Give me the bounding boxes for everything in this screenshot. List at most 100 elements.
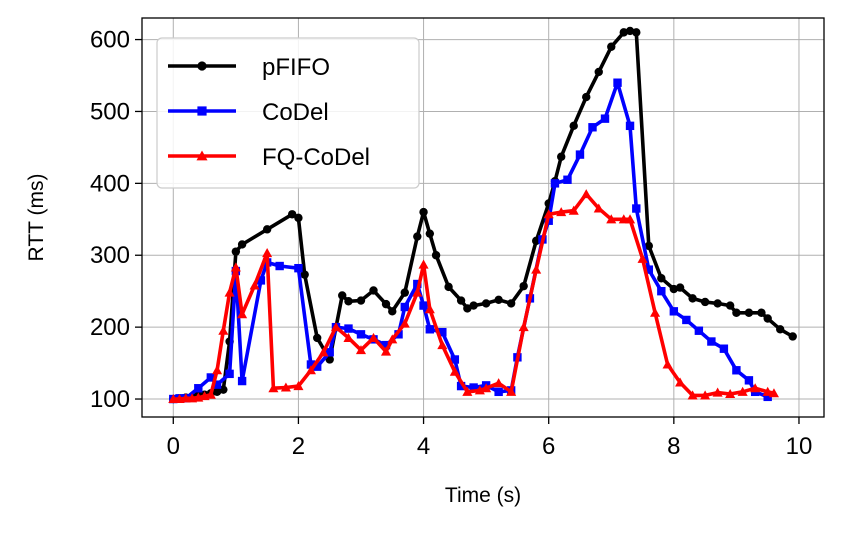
data-point-codel — [550, 179, 560, 188]
data-point-codel — [707, 337, 716, 346]
data-point-pfifo — [594, 67, 603, 77]
data-point-codel — [194, 384, 203, 393]
data-point-fq-codel — [437, 340, 448, 350]
data-point-codel — [312, 362, 322, 371]
data-point-codel — [600, 114, 610, 123]
data-point-pfifo — [419, 207, 428, 217]
data-point-pfifo — [294, 213, 303, 223]
data-point-pfifo — [312, 333, 322, 343]
data-point-codel — [644, 265, 654, 274]
x-tick-label: 6 — [542, 433, 555, 460]
data-point-fq-codel — [750, 383, 761, 393]
data-point-fq-codel — [230, 262, 241, 272]
data-point-fq-codel — [624, 214, 636, 224]
ticks: 0 2 4 6 8 10 100 200 300 400 500 600 — [90, 27, 812, 460]
data-point-fq-codel — [355, 345, 367, 355]
data-point-pfifo — [757, 308, 766, 317]
data-point-fq-codel — [412, 287, 423, 297]
data-point-codel — [632, 204, 641, 213]
data-point-fq-codel — [725, 388, 736, 399]
data-point-fq-codel — [318, 347, 329, 357]
legend-marker-fq-codel — [196, 150, 208, 161]
data-point-fq-codel — [637, 253, 648, 263]
data-point-fq-codel — [481, 383, 492, 393]
data-point-fq-codel — [343, 332, 354, 342]
data-point-pfifo — [657, 274, 666, 283]
data-point-pfifo — [700, 297, 710, 307]
data-point-pfifo — [388, 307, 397, 316]
legend-marker-codel — [197, 106, 207, 116]
data-point-fq-codel — [224, 287, 235, 297]
y-tick-label: 100 — [90, 386, 130, 413]
legend: pFIFO CoDel FQ-CoDel — [156, 37, 420, 189]
data-point-codel — [588, 123, 597, 132]
data-point-pfifo — [381, 299, 391, 309]
data-point-codel — [275, 261, 284, 271]
data-point-pfifo — [287, 210, 297, 219]
data-point-fq-codel — [280, 382, 291, 392]
data-point-codel — [344, 324, 353, 333]
data-point-fq-codel — [418, 259, 429, 269]
data-point-pfifo — [669, 284, 679, 294]
data-point-pfifo — [632, 28, 641, 37]
data-point-pfifo — [788, 332, 797, 341]
data-point-pfifo — [763, 314, 772, 323]
data-point-pfifo — [369, 286, 378, 295]
data-point-pfifo — [413, 232, 422, 241]
x-tick-label: 8 — [667, 433, 680, 460]
data-point-pfifo — [713, 299, 722, 308]
data-point-pfifo — [582, 92, 591, 102]
data-point-codel — [719, 344, 729, 353]
data-point-codel — [425, 325, 435, 334]
data-point-fq-codel — [768, 388, 779, 398]
data-point-fq-codel — [380, 346, 392, 356]
data-point-pfifo — [625, 26, 635, 36]
x-tick-label: 0 — [167, 433, 180, 460]
data-point-pfifo — [519, 281, 528, 291]
data-point-codel — [613, 78, 622, 87]
data-point-codel — [381, 340, 391, 350]
data-point-codel — [450, 355, 460, 364]
data-point-codel — [413, 279, 422, 289]
data-point-pfifo — [231, 247, 241, 256]
data-point-fq-codel — [293, 381, 304, 391]
data-point-pfifo — [344, 297, 353, 306]
y-tick-label: 600 — [90, 27, 130, 54]
data-point-codel — [325, 348, 334, 357]
data-point-pfifo — [725, 301, 735, 310]
data-point-codel — [625, 121, 635, 131]
legend-marker-pfifo — [197, 61, 207, 71]
data-point-pfifo — [481, 299, 491, 308]
data-point-fq-codel — [387, 334, 398, 344]
data-point-pfifo — [425, 229, 435, 238]
x-tick-label: 2 — [292, 433, 305, 460]
data-point-fq-codel — [262, 248, 273, 258]
data-point-codel — [294, 263, 303, 273]
data-point-pfifo — [444, 282, 453, 292]
data-point-codel — [206, 373, 216, 382]
data-point-pfifo — [688, 294, 697, 303]
data-point-pfifo — [338, 291, 347, 300]
x-axis-label: Time (s) — [445, 484, 521, 507]
data-point-fq-codel — [237, 309, 248, 319]
data-point-codel — [744, 376, 754, 385]
data-point-fq-codel — [462, 386, 473, 396]
data-point-pfifo — [463, 304, 472, 313]
data-point-codel — [494, 387, 503, 397]
y-tick-label: 400 — [90, 170, 130, 197]
legend-label-codel: CoDel — [262, 99, 329, 126]
data-point-pfifo — [675, 283, 685, 292]
y-tick-label: 200 — [90, 314, 130, 341]
data-point-codel — [563, 175, 572, 184]
legend-label-fq-codel: FQ-CoDel — [262, 144, 370, 171]
data-point-fq-codel — [593, 203, 604, 213]
x-tick-label: 10 — [786, 433, 813, 460]
data-point-fq-codel — [650, 307, 661, 317]
y-tick-label: 500 — [90, 98, 130, 125]
data-point-codel — [438, 327, 447, 337]
data-point-pfifo — [506, 299, 516, 308]
data-point-fq-codel — [581, 189, 592, 199]
data-point-fq-codel — [712, 387, 723, 397]
plot-frame — [141, 17, 825, 418]
